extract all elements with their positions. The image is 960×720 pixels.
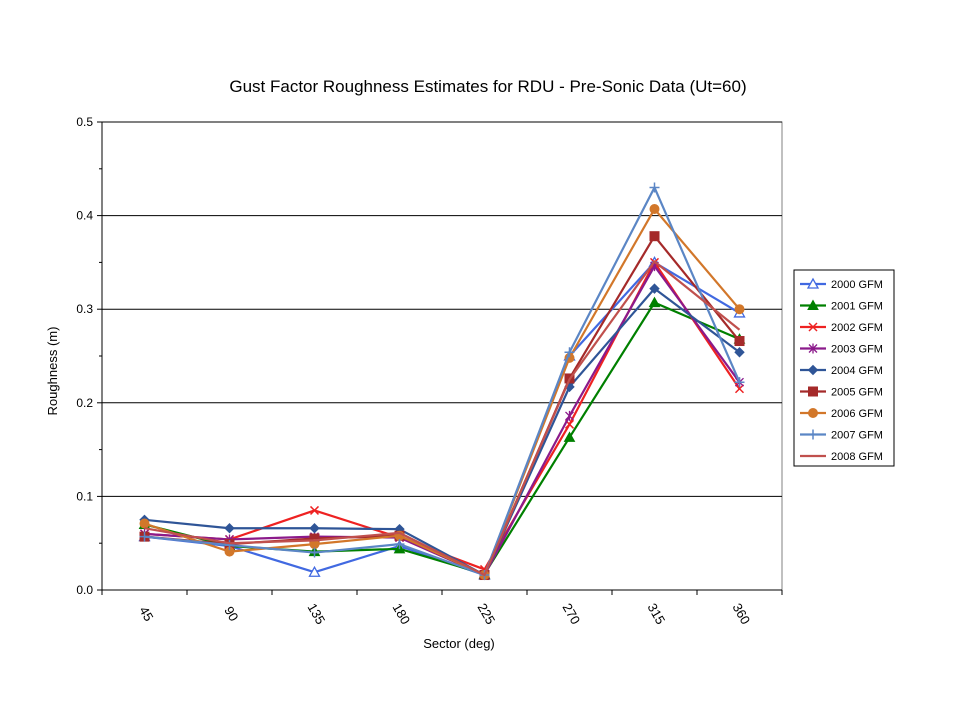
series-line (144, 207, 741, 577)
y-axis-label: Roughness (m) (45, 327, 60, 416)
legend-label: 2005 GFM (831, 387, 883, 399)
legend-item: 2002 GFM (800, 322, 883, 334)
legend-label: 2006 GFM (831, 408, 883, 420)
legend-marker (807, 299, 819, 310)
legend-label: 2002 GFM (831, 322, 883, 334)
legend-label: 2001 GFM (831, 301, 883, 313)
legend: 2000 GFM 2001 GFM 2002 GFM 2003 GFM 2004 GFM… (793, 269, 895, 467)
series-lines (138, 182, 746, 581)
data-point (649, 283, 660, 294)
data-point (224, 523, 235, 534)
data-point (309, 523, 320, 534)
y-tick-label: 0.1 (76, 489, 93, 503)
y-tick-label: 0.2 (76, 396, 93, 410)
series-line (144, 186, 741, 577)
series-2006-gfm (139, 204, 745, 581)
legend-item: 2006 GFM (800, 408, 883, 420)
chart-title: Gust Factor Roughness Estimates for RDU … (229, 77, 746, 96)
x-tick-label: 180 (389, 601, 413, 627)
legend-marker (808, 408, 818, 418)
data-point (734, 384, 745, 394)
y-tick-labels: 0.0 0.1 0.2 0.3 0.4 0.5 (76, 115, 93, 597)
legend-label: 2003 GFM (831, 344, 883, 356)
data-point (224, 540, 235, 551)
y-tick-label: 0.5 (76, 115, 93, 129)
data-point (649, 182, 660, 193)
data-point (309, 547, 320, 558)
legend-item: 2001 GFM (800, 299, 883, 313)
legend-item: 2004 GFM (800, 364, 883, 377)
legend-item: 2003 GFM (800, 343, 883, 356)
legend-item: 2007 GFM (800, 429, 883, 442)
x-tick-labels: 45 90 135 180 225 270 315 360 (136, 601, 753, 627)
x-tick-label: 225 (474, 601, 498, 627)
data-point (139, 518, 150, 529)
data-point (734, 377, 745, 388)
legend-label: 2007 GFM (831, 430, 883, 442)
legend-item: 2005 GFM (800, 386, 883, 399)
series-line (144, 287, 741, 577)
x-tick-label: 90 (221, 604, 241, 624)
y-tick-label: 0.3 (76, 302, 93, 316)
data-point (649, 204, 660, 215)
data-point (394, 539, 405, 550)
data-point (565, 410, 574, 421)
legend-marker (808, 429, 818, 440)
y-tick-label: 0.4 (76, 209, 93, 223)
gridlines (102, 121, 782, 497)
x-tick-label: 270 (559, 601, 583, 627)
plot-area (101, 121, 783, 591)
data-point (734, 347, 745, 358)
data-point (564, 347, 575, 358)
data-point (309, 505, 320, 515)
x-axis-label: Sector (deg) (423, 636, 495, 651)
legend-marker (807, 364, 819, 376)
legend-marker (808, 343, 818, 354)
data-point (139, 531, 150, 542)
legend-items: 2000 GFM 2001 GFM 2002 GFM 2003 GFM 2004 GFM… (800, 277, 883, 463)
y-tick-label: 0.0 (76, 583, 93, 597)
data-point (734, 336, 745, 347)
series-2008-gfm (144, 260, 741, 577)
legend-item: 2008 GFM (800, 451, 883, 463)
x-tick-label: 315 (644, 601, 668, 627)
axes (97, 121, 783, 595)
data-point (648, 296, 661, 308)
x-tick-label: 360 (729, 601, 753, 627)
x-tick-label: 45 (136, 604, 156, 624)
data-point (649, 231, 660, 242)
legend-item: 2000 GFM (800, 277, 883, 291)
series-2004-gfm (139, 283, 745, 581)
legend-marker (808, 386, 818, 397)
legend-label: 2004 GFM (831, 365, 883, 377)
legend-label: 2000 GFM (831, 279, 883, 291)
data-point (563, 431, 576, 442)
data-point (308, 565, 321, 577)
series-line (144, 260, 741, 577)
legend-marker (808, 322, 818, 332)
data-point (734, 304, 745, 315)
legend-marker (806, 277, 820, 289)
x-tick-label: 135 (304, 601, 328, 627)
legend-label: 2008 GFM (831, 451, 883, 463)
